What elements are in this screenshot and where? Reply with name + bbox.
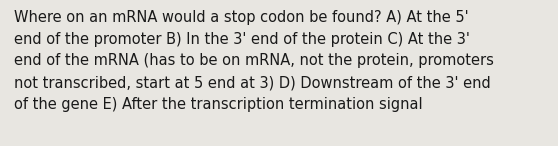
Text: Where on an mRNA would a stop codon be found? A) At the 5'
end of the promoter B: Where on an mRNA would a stop codon be f… [14,10,494,112]
